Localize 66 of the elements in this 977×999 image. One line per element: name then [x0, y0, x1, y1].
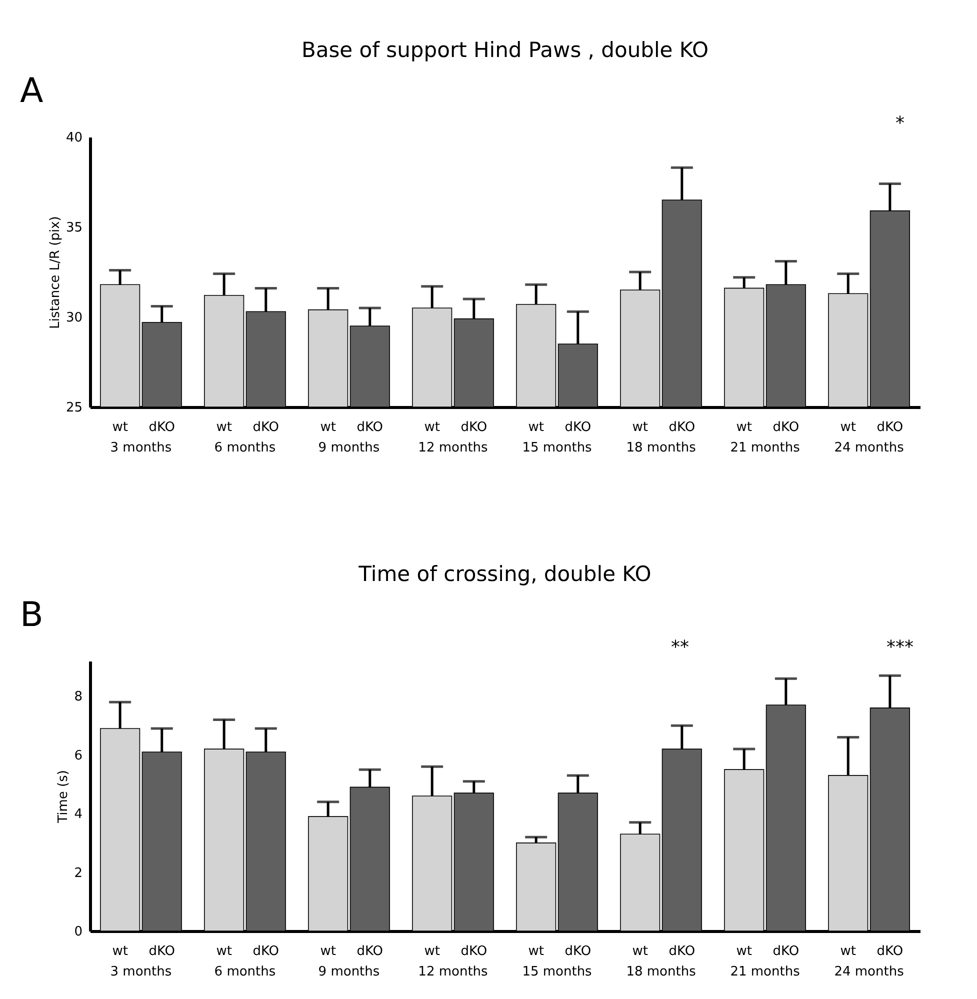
- y-tick-label: 35: [66, 220, 82, 236]
- x-tick-label: 21 months: [730, 964, 800, 980]
- text: dKO: [356, 420, 384, 435]
- text: wt: [632, 944, 648, 959]
- text: dKO: [772, 944, 800, 959]
- text: wt: [528, 944, 544, 959]
- y-tick-label: 4: [74, 807, 82, 822]
- x-tick-label: 21 months: [730, 440, 800, 456]
- text: dKO: [460, 420, 488, 435]
- series-label: wt: [112, 944, 128, 959]
- text: wt: [528, 420, 544, 435]
- text: dKO: [460, 944, 488, 959]
- text: dKO: [252, 420, 280, 435]
- y-tick-label: 6: [74, 748, 82, 764]
- x-tick-label: 6 months: [214, 964, 276, 980]
- x-tick-label: 12 months: [418, 440, 488, 456]
- x-tick-label: 9 months: [318, 964, 380, 980]
- y-axis-title: Listance L/R (pix): [48, 216, 63, 329]
- series-label: wt: [112, 420, 128, 435]
- x-tick-label: 15 months: [522, 440, 592, 456]
- text: wt: [736, 944, 752, 959]
- text: wt: [632, 420, 648, 435]
- text: dKO: [252, 944, 280, 959]
- chart-title: Base of support Hind Paws , double KO: [301, 38, 709, 62]
- x-tick-label: 6 months: [214, 440, 276, 456]
- x-tick-label: 15 months: [522, 964, 592, 980]
- text: *: [896, 113, 904, 134]
- text: dKO: [356, 944, 384, 959]
- x-tick-label: 18 months: [626, 964, 696, 980]
- x-tick-label: 3 months: [110, 440, 172, 456]
- y-axis-title: Time (s): [56, 770, 72, 824]
- text: wt: [424, 944, 440, 959]
- text: dKO: [564, 420, 592, 435]
- chart-title: Time of crossing, double KO: [358, 562, 652, 586]
- x-tick-label: 24 months: [834, 440, 904, 456]
- y-tick-label: 25: [66, 400, 82, 416]
- y-tick-label: 0: [74, 924, 82, 940]
- y-tick-label: 8: [74, 690, 82, 705]
- text: wt: [320, 420, 336, 435]
- series-label: dKO: [148, 420, 176, 435]
- text: dKO: [668, 944, 696, 959]
- series-label: dKO: [148, 944, 176, 959]
- y-tick-label: 2: [74, 866, 82, 881]
- y-tick-label: 30: [66, 310, 82, 326]
- x-tick-label: 24 months: [834, 964, 904, 980]
- text: ***: [886, 637, 914, 658]
- text: **: [671, 637, 689, 658]
- y-tick-label: 40: [66, 130, 82, 146]
- x-tick-label: 3 months: [110, 964, 172, 980]
- text: A: [20, 71, 44, 111]
- text: dKO: [668, 420, 696, 435]
- x-tick-label: 18 months: [626, 440, 696, 456]
- text: wt: [840, 944, 856, 959]
- text: dKO: [876, 944, 904, 959]
- text: wt: [840, 420, 856, 435]
- text: dKO: [564, 944, 592, 959]
- x-tick-label: 12 months: [418, 964, 488, 980]
- x-tick-label: 9 months: [318, 440, 380, 456]
- text: B: [20, 595, 44, 635]
- text: dKO: [772, 420, 800, 435]
- text: wt: [424, 420, 440, 435]
- text: wt: [320, 944, 336, 959]
- text: dKO: [876, 420, 904, 435]
- text: wt: [216, 420, 232, 435]
- text: wt: [216, 944, 232, 959]
- text: wt: [736, 420, 752, 435]
